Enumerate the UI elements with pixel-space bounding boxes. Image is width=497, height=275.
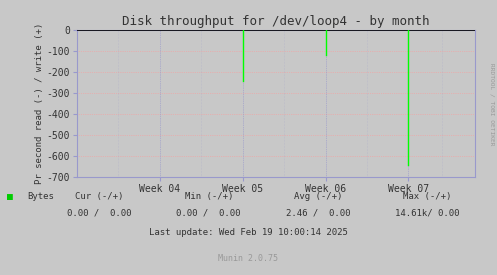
Text: 14.61k/ 0.00: 14.61k/ 0.00 — [395, 209, 460, 218]
Text: 0.00 /  0.00: 0.00 / 0.00 — [67, 209, 132, 218]
Text: 2.46 /  0.00: 2.46 / 0.00 — [286, 209, 350, 218]
Y-axis label: Pr second read (-) / write (+): Pr second read (-) / write (+) — [35, 23, 44, 185]
Text: ■: ■ — [7, 192, 13, 202]
Text: 0.00 /  0.00: 0.00 / 0.00 — [176, 209, 241, 218]
Text: Min (-/+): Min (-/+) — [184, 192, 233, 201]
Title: Disk throughput for /dev/loop4 - by month: Disk throughput for /dev/loop4 - by mont… — [122, 15, 429, 28]
Text: Munin 2.0.75: Munin 2.0.75 — [219, 254, 278, 263]
Text: Last update: Wed Feb 19 10:00:14 2025: Last update: Wed Feb 19 10:00:14 2025 — [149, 228, 348, 237]
Text: Max (-/+): Max (-/+) — [403, 192, 452, 201]
Text: RRDTOOL / TOBI OETIKER: RRDTOOL / TOBI OETIKER — [490, 63, 495, 146]
Text: Bytes: Bytes — [27, 192, 54, 201]
Text: Avg (-/+): Avg (-/+) — [294, 192, 342, 201]
Text: Cur (-/+): Cur (-/+) — [75, 192, 124, 201]
